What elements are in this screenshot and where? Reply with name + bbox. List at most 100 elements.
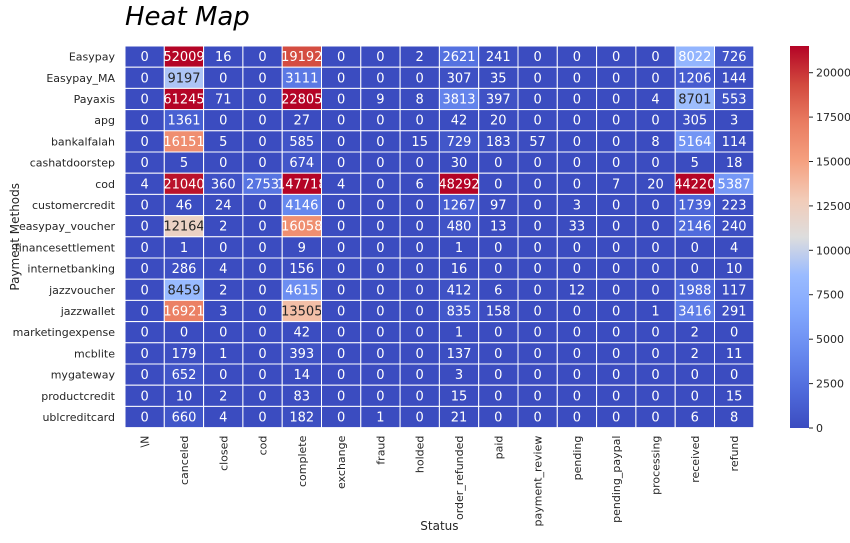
cell-value-label: 0 (533, 199, 541, 214)
cell-value-label: 0 (258, 326, 266, 341)
cell-value-label: 0 (651, 156, 659, 171)
cell-value-label: 57 (529, 135, 546, 150)
cell-value-label: 0 (533, 283, 541, 298)
cell-value-label: 0 (533, 50, 541, 65)
column-tick-label: cod (257, 436, 270, 456)
cell-value-label: 44220 (674, 177, 715, 192)
cell-value-label: 0 (416, 114, 424, 129)
cell-value-label: 1 (455, 241, 463, 256)
cell-value-label: 0 (258, 389, 266, 404)
row-tick-label: apg (94, 114, 115, 127)
colorbar-tick-label: 5000 (816, 333, 844, 346)
cell-value-label: 0 (376, 326, 384, 341)
colorbar-tick-label: 2500 (816, 378, 844, 391)
cell-value-label: 5 (180, 156, 188, 171)
cell-value-label: 307 (447, 71, 472, 86)
cell-value-label: 3 (730, 114, 738, 129)
cell-value-label: 0 (651, 114, 659, 129)
cell-value-label: 0 (141, 326, 149, 341)
cell-value-label: 0 (141, 368, 149, 383)
cell-value-label: 2 (219, 283, 227, 298)
cell-value-label: 1988 (678, 283, 711, 298)
cell-value-label: 0 (219, 326, 227, 341)
cell-value-label: 0 (533, 241, 541, 256)
cell-value-label: 360 (211, 177, 236, 192)
cell-value-label: 15 (451, 389, 468, 404)
cell-value-label: 1 (651, 305, 659, 320)
cell-value-label: 291 (722, 305, 747, 320)
heatmap-cell (714, 405, 755, 429)
colorbar-tick-label: 0 (816, 422, 823, 435)
cell-value-label: 52009 (163, 50, 204, 65)
cell-value-label: 0 (573, 326, 581, 341)
cell-value-label: 0 (337, 411, 345, 426)
cell-value-label: 0 (258, 114, 266, 129)
cell-value-label: 0 (416, 389, 424, 404)
column-tick-label: exchange (335, 435, 348, 489)
cell-value-label: 1 (455, 326, 463, 341)
row-tick-label: productcredit (41, 390, 115, 403)
cell-value-label: 0 (612, 305, 620, 320)
cell-value-label: 0 (258, 71, 266, 86)
cell-value-label: 1 (180, 241, 188, 256)
cell-value-label: 0 (219, 368, 227, 383)
cell-value-label: 0 (494, 326, 502, 341)
cell-value-label: 16058 (281, 220, 322, 235)
cell-value-label: 14 (294, 368, 311, 383)
cell-value-label: 114 (722, 135, 747, 150)
cell-value-label: 8701 (678, 93, 711, 108)
cell-value-label: 156 (289, 262, 314, 277)
cell-value-label: 3 (219, 305, 227, 320)
cell-value-label: 16921 (163, 305, 204, 320)
cell-value-label: 12164 (163, 220, 204, 235)
cell-value-label: 0 (337, 93, 345, 108)
cell-value-label: 835 (447, 305, 472, 320)
row-tick-label: marketingexpense (13, 326, 116, 339)
cell-value-label: 0 (141, 199, 149, 214)
cell-value-label: 16 (215, 50, 232, 65)
cell-value-label: 35 (490, 71, 507, 86)
cell-value-label: 0 (141, 411, 149, 426)
cell-value-label: 0 (337, 389, 345, 404)
cell-value-label: 0 (651, 326, 659, 341)
cell-value-label: 2 (416, 50, 424, 65)
cell-value-label: 0 (337, 50, 345, 65)
colorbar-tick-label: 7500 (816, 289, 844, 302)
cell-value-label: 0 (337, 241, 345, 256)
row-tick-label: customercredit (32, 199, 116, 212)
cell-value-label: 0 (573, 156, 581, 171)
cell-value-label: 18 (726, 156, 743, 171)
cell-value-label: 0 (612, 347, 620, 362)
cell-value-label: 286 (172, 262, 197, 277)
cell-value-label: 11 (726, 347, 743, 362)
cell-value-label: 0 (258, 199, 266, 214)
x-axis-label: Status (420, 519, 458, 533)
cell-value-label: 0 (416, 262, 424, 277)
column-tick-label: pending (571, 436, 584, 481)
cell-value-label: 0 (141, 241, 149, 256)
column-tick-label: \N (139, 436, 152, 448)
cell-value-label: 5 (691, 156, 699, 171)
cell-value-label: 3416 (678, 305, 711, 320)
cell-value-label: 0 (337, 283, 345, 298)
cell-value-label: 0 (337, 305, 345, 320)
cell-value-label: 0 (258, 283, 266, 298)
cell-value-label: 21 (451, 411, 468, 426)
cell-value-label: 0 (258, 368, 266, 383)
row-tick-label: internetbanking (27, 263, 115, 276)
cell-value-label: 0 (494, 347, 502, 362)
cell-value-label: 0 (219, 114, 227, 129)
cell-value-label: 0 (612, 135, 620, 150)
cell-value-label: 0 (573, 411, 581, 426)
cell-value-label: 0 (141, 220, 149, 235)
cell-value-label: 397 (486, 93, 511, 108)
cell-value-label: 0 (730, 326, 738, 341)
cell-value-label: 0 (573, 71, 581, 86)
row-tick-label: financesettlement (15, 241, 116, 254)
cell-value-label: 0 (533, 347, 541, 362)
cell-value-label: 0 (573, 135, 581, 150)
cell-value-label: 0 (141, 389, 149, 404)
cell-value-label: 0 (337, 156, 345, 171)
cell-value-label: 3 (573, 199, 581, 214)
cell-value-label: 0 (416, 241, 424, 256)
